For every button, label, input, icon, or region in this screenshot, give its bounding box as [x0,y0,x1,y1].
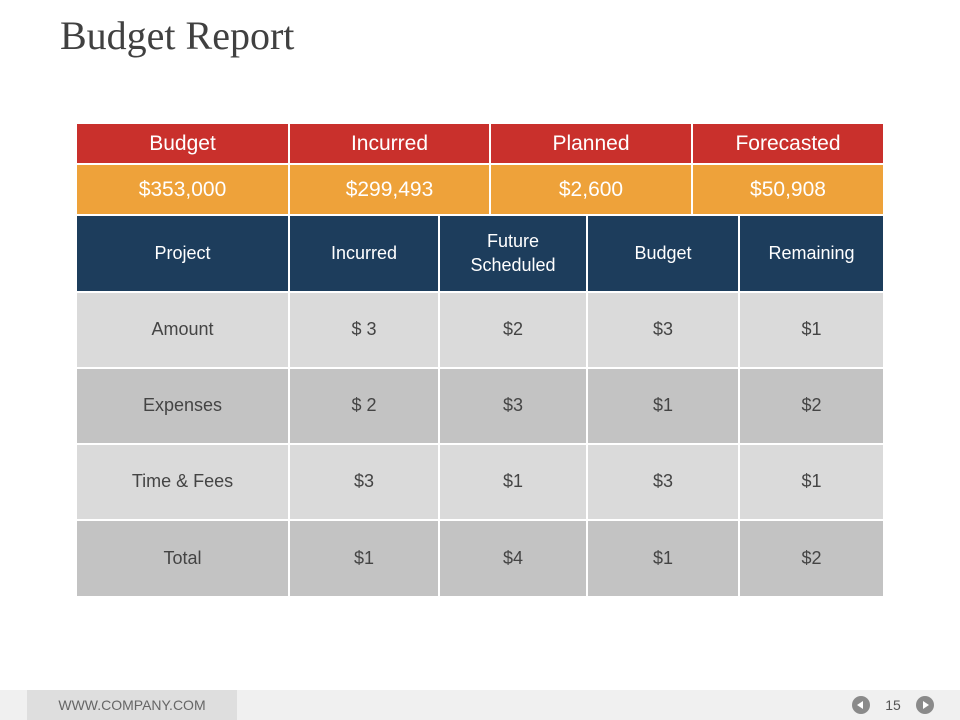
cell-text: Planned [552,131,630,155]
cell-text: Time & Fees [131,471,234,492]
cell-text: Budget [634,242,692,263]
table-cell: $ 2 [290,369,438,443]
cell-text: $1 [801,471,822,492]
summary-header: Budget [77,124,288,163]
table-header: Project [77,216,288,291]
table-cell: $1 [588,369,738,443]
cell-text: Total [163,547,202,568]
table-cell: Expenses [77,369,288,443]
summary-header: Incurred [290,124,489,163]
cell-text: $1 [502,471,524,492]
cell-text: $1 [801,319,822,340]
next-button[interactable] [916,696,934,714]
cell-text: $2 [801,547,822,568]
cell-text: $ 3 [351,319,377,340]
cell-text: Project [154,242,211,263]
table-cell: $3 [588,445,738,519]
table-header: Remaining [740,216,883,291]
table-header: Budget [588,216,738,291]
table-cell: Time & Fees [77,445,288,519]
table-cell: $ 3 [290,293,438,367]
cell-text: $2 [502,319,524,340]
cell-text: Incurred [330,242,398,263]
website: WWW.COMPANY.COM [27,690,237,720]
summary-value: $2,600 [491,165,691,214]
cell-text: Incurred [350,131,429,155]
cell-text: $1 [353,547,375,568]
cell-text: $1 [652,547,674,568]
cell-text: Forecasted [735,131,841,155]
table-cell: $3 [588,293,738,367]
cell-text: $ 2 [351,395,377,416]
table-cell: $3 [290,445,438,519]
table-cell: $3 [440,369,586,443]
summary-header: Forecasted [693,124,883,163]
table-cell: $2 [740,369,883,443]
table-cell: $1 [290,521,438,596]
table-cell: $2 [740,521,883,596]
cell-text: $3 [502,395,524,416]
cell-text: $353,000 [138,177,227,201]
table-cell: $4 [440,521,586,596]
cell-text: $3 [353,471,375,492]
cell-text: Budget [149,131,216,155]
summary-value: $50,908 [693,165,883,214]
summary-value: $299,493 [290,165,489,214]
table-cell: Total [77,521,288,596]
table-header: Future Scheduled [440,216,586,291]
cell-text: Expenses [142,395,223,416]
cell-text: $2,600 [558,177,624,201]
cell-text: $1 [652,395,674,416]
title: Budget Report [60,13,295,58]
table-cell: $1 [740,293,883,367]
table-cell: Amount [77,293,288,367]
table-cell: $1 [440,445,586,519]
summary-header: Planned [491,124,691,163]
page-number: 15 [885,697,901,713]
cell-text: Amount [151,319,214,340]
cell-text: $299,493 [345,177,434,201]
cell-text: Future Scheduled [470,231,556,275]
table-header: Incurred [290,216,438,291]
cell-text: $3 [652,471,674,492]
cell-text: $2 [801,395,822,416]
table-cell: $1 [588,521,738,596]
table-cell: $2 [440,293,586,367]
cell-text: $3 [652,319,674,340]
cell-text: Remaining [768,242,855,263]
table-cell: $1 [740,445,883,519]
cell-text: $4 [502,547,524,568]
summary-value: $353,000 [77,165,288,214]
prev-button[interactable] [852,696,870,714]
cell-text: $50,908 [750,177,826,201]
